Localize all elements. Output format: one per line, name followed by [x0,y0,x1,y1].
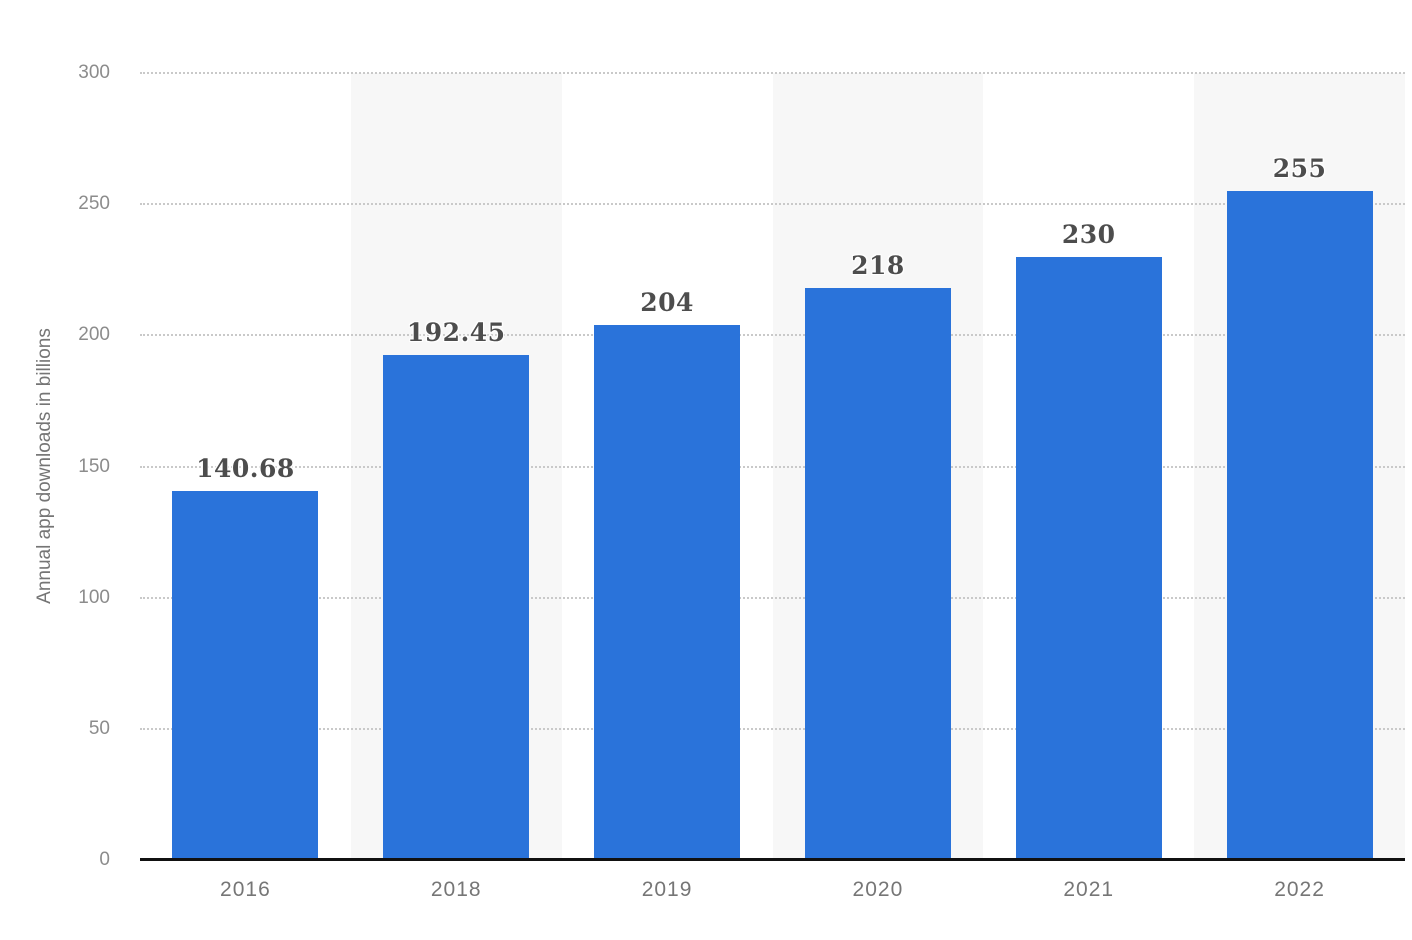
bar-2020[interactable] [804,288,951,860]
value-label-2021: 230 [1061,219,1116,249]
x-axis-label-2020: 2020 [852,878,904,901]
x-axis-label-2018: 2018 [430,878,482,901]
value-label-2018: 192.45 [406,318,506,348]
bar-2016[interactable] [172,490,319,860]
bar-2022[interactable] [1226,191,1373,860]
x-axis-label-2022: 2022 [1274,878,1325,901]
x-axis-label-2021: 2021 [1063,878,1115,901]
y-tick-label-200: 200 [78,324,110,346]
bar-2019[interactable] [594,324,741,860]
y-tick-label-50: 50 [88,717,110,739]
gridline [140,596,1405,599]
y-tick-label-100: 100 [78,586,110,608]
gridline [140,727,1405,730]
gridline [140,203,1405,206]
value-label-2016: 140.68 [196,453,295,483]
bar-2018[interactable] [383,355,530,860]
value-label-2022: 255 [1272,154,1327,184]
gridline [140,72,1405,74]
y-tick-label-150: 150 [78,455,110,477]
bar-2021[interactable] [1015,256,1162,860]
plot-area: 140.68 192.45 204 218 230 255 [140,72,1405,860]
gridline [140,465,1405,468]
value-label-2020: 218 [851,251,905,281]
y-tick-label-250: 250 [78,193,110,215]
x-axis-label-2019: 2019 [641,878,693,901]
x-axis-line [140,858,1405,861]
y-tick-label-0: 0 [99,849,110,870]
x-axis-label-2016: 2016 [220,878,271,901]
y-tick-label-300: 300 [78,62,110,83]
gridline [140,334,1405,337]
value-label-2019: 204 [640,287,694,317]
